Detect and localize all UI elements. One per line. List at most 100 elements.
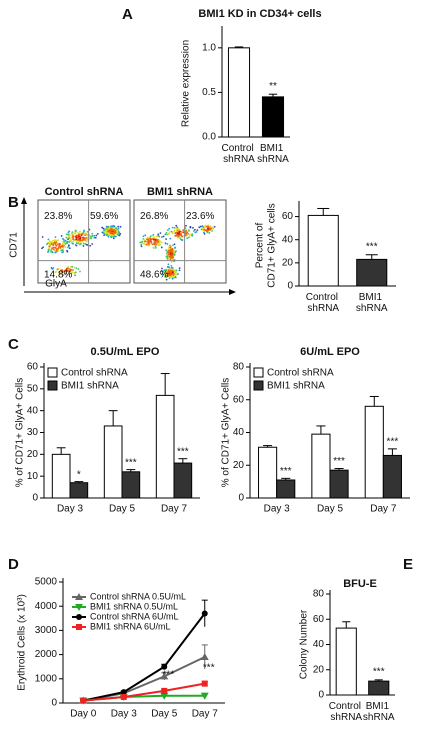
point	[161, 663, 168, 670]
flow-dot	[155, 235, 158, 238]
flow-dot	[67, 266, 69, 268]
flow-dot	[176, 226, 179, 229]
flow-dot	[158, 243, 161, 246]
flow-dot	[167, 273, 170, 276]
flow-dot	[160, 246, 163, 249]
flow-dot	[140, 245, 143, 248]
y-tick-label: 50	[27, 383, 39, 394]
flow-dot	[107, 235, 110, 238]
flow-dot	[83, 229, 85, 232]
y-tick-label: 80	[233, 362, 245, 373]
x-tick-label: Day 3	[111, 709, 138, 720]
flow-dot	[68, 271, 71, 274]
flow-dot	[70, 236, 73, 239]
flow-dot	[105, 225, 108, 228]
error-bar	[365, 254, 378, 260]
quadrant-label: 23.8%	[44, 211, 72, 222]
flow-dot	[167, 263, 170, 266]
panel-label: E	[403, 556, 413, 573]
flow-dot	[67, 270, 70, 272]
flow-dot	[208, 232, 211, 234]
error-bar	[342, 621, 351, 629]
x-tick-label: Day 7	[192, 709, 219, 720]
flow-dot	[207, 229, 210, 232]
flow-dot	[62, 237, 64, 240]
y-tick-label: 4000	[35, 601, 58, 612]
error-bar	[178, 458, 188, 464]
flow-dot	[69, 238, 72, 241]
flow-dot	[171, 255, 174, 258]
flow-dot	[192, 226, 194, 229]
flow-dot	[181, 235, 184, 238]
bar	[368, 680, 390, 696]
bar	[173, 462, 193, 499]
x-tick-label: Day 3	[264, 504, 291, 515]
flow-dot	[55, 249, 58, 252]
flow-dot	[148, 241, 151, 243]
flow-dot	[156, 243, 159, 245]
flow-dot	[69, 270, 71, 272]
flow-dot	[70, 272, 73, 275]
flow-dot	[200, 228, 203, 231]
flow-dot	[59, 272, 62, 275]
flow-dot	[84, 239, 87, 241]
flow-dot	[68, 273, 71, 276]
flow-dot	[96, 232, 99, 235]
flow-dot	[178, 236, 181, 239]
flow-dot	[58, 244, 61, 247]
x-tick-label: Day 5	[109, 504, 136, 515]
flow-dot	[164, 233, 167, 236]
flow-dot	[82, 231, 85, 234]
flow-dot	[110, 236, 113, 239]
flow-dot	[145, 243, 148, 246]
flow-dot	[151, 243, 154, 246]
flow-dot	[64, 273, 67, 275]
point	[160, 692, 169, 700]
flow-dot	[75, 242, 78, 245]
y-tick-label: 0	[32, 493, 38, 504]
y-tick-label: 60	[282, 211, 294, 222]
flow-dot	[52, 267, 55, 269]
y-tick-label: 0.5	[202, 87, 216, 98]
flow-dot	[61, 245, 64, 248]
bar	[307, 214, 339, 287]
flow-dot	[170, 257, 173, 260]
y-tick-label: 10	[27, 471, 39, 482]
flow-dot	[48, 248, 50, 251]
x-tick-label: Control shRNA	[221, 143, 256, 165]
flow-dot	[165, 256, 168, 258]
flow-dot	[71, 271, 74, 274]
flow-dot	[103, 229, 106, 231]
point	[200, 653, 209, 661]
flow-dot	[174, 234, 176, 237]
flow-dot	[175, 224, 178, 227]
flow-dot	[174, 276, 177, 279]
flow-dot	[103, 230, 106, 233]
y-axis-label: CD71	[9, 232, 20, 258]
flow-dot	[186, 237, 189, 240]
point	[120, 693, 127, 700]
flow-dot	[41, 236, 44, 238]
flow-dot	[166, 233, 168, 236]
flow-dot	[166, 275, 169, 278]
flow-dot	[66, 249, 68, 252]
flow-dot	[51, 241, 54, 244]
bar	[311, 433, 331, 499]
flow-dot	[162, 235, 165, 238]
flow-dot	[47, 238, 50, 241]
flow-dot	[185, 233, 188, 235]
bar	[329, 469, 349, 499]
flow-dot	[156, 240, 159, 243]
flow-dot	[164, 242, 167, 245]
flow-dot	[158, 239, 161, 242]
error-bar	[387, 448, 397, 456]
error-bar	[369, 395, 379, 407]
flow-dot	[116, 233, 119, 236]
flow-dot	[94, 236, 97, 239]
flow-dot	[79, 239, 82, 242]
flow-dot	[178, 267, 181, 270]
flow-dot	[64, 242, 67, 245]
legend-label: BMI1 shRNA	[61, 381, 119, 392]
flow-dot	[171, 247, 174, 250]
